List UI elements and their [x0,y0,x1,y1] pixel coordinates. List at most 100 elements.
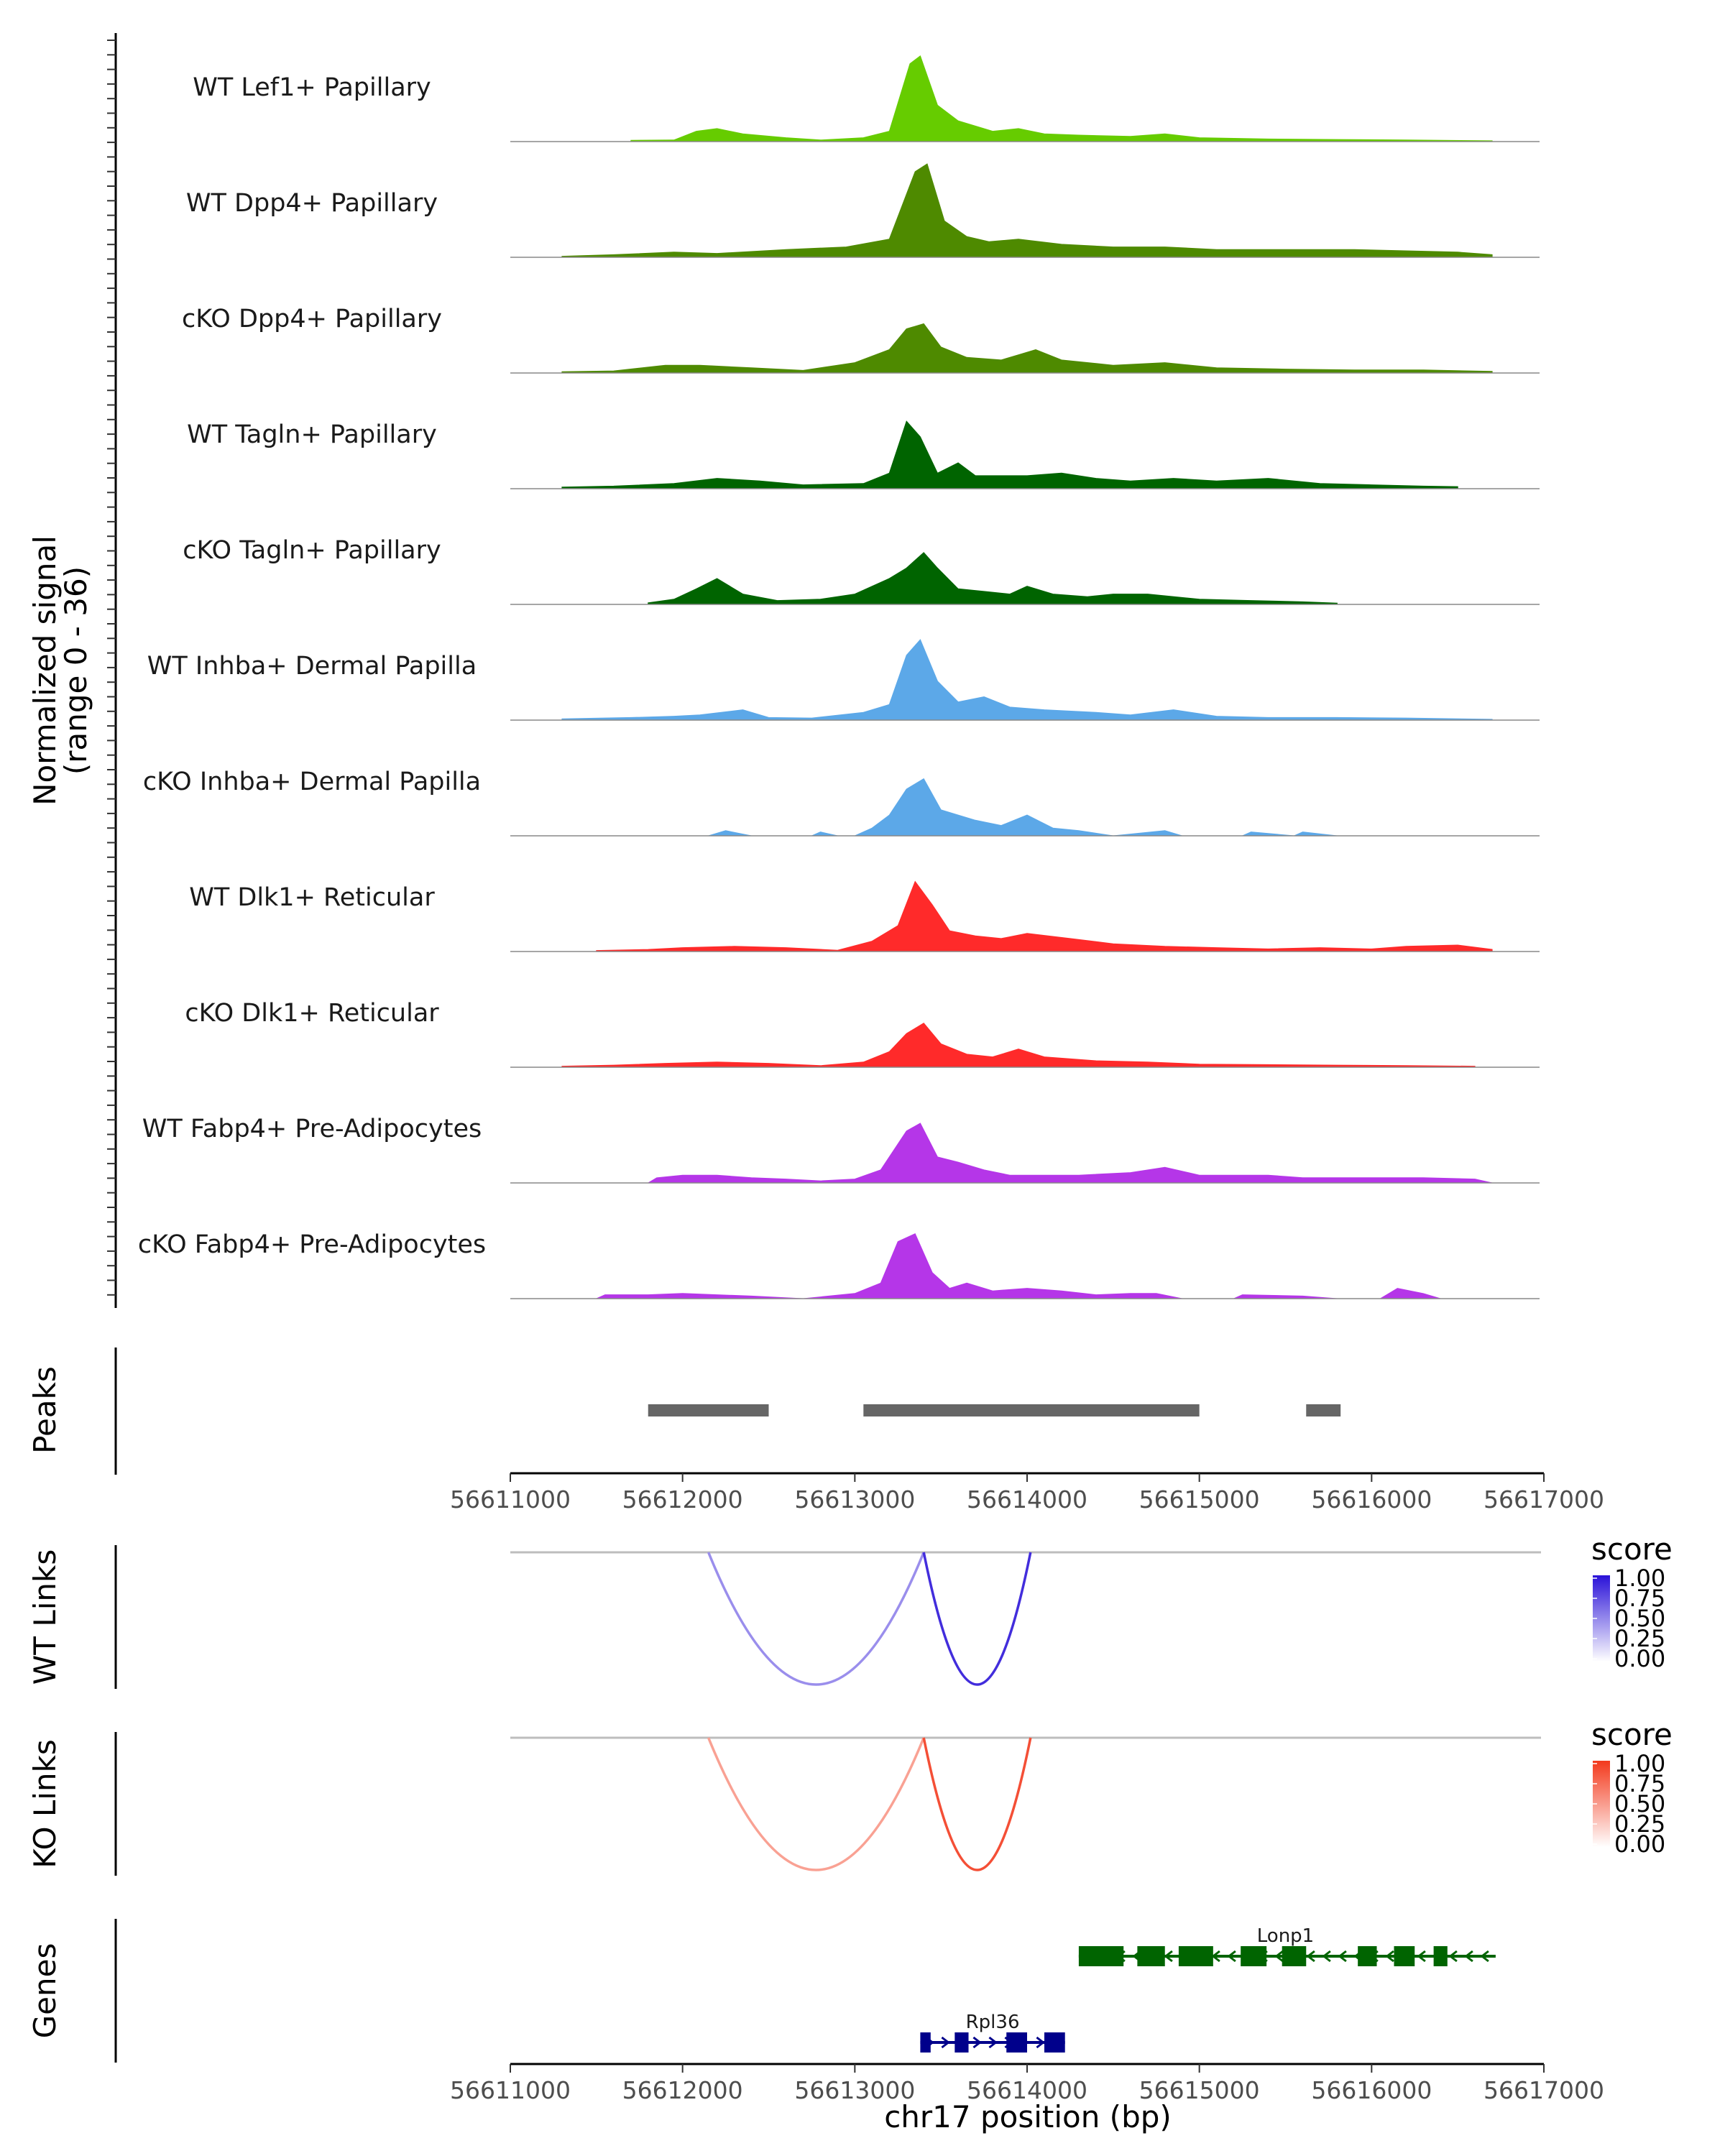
track-label: WT Dlk1+ Reticular [189,883,435,912]
link-arc [922,1737,1032,1871]
track-label: cKO Tagln+ Papillary [183,536,441,565]
legend-tick-label: 0.50 [1614,1790,1665,1818]
x-tick-label: 56616000 [1311,2076,1432,2104]
strand-chevron [1417,1950,1426,1963]
x-axis-label: chr17 position (bp) [884,2099,1172,2134]
coverage-y-label: Normalized signal [27,535,63,806]
x-tick-label: 56613000 [794,1485,915,1514]
coverage-area [596,880,1493,952]
track-label: WT Lef1+ Papillary [193,73,431,102]
gene-exon [1044,2032,1065,2053]
peak-bar [1306,1404,1341,1416]
coverage-tracks: WT Lef1+ Papillary WT Dpp4+ Papillary cKO … [138,55,1540,1299]
coverage-area [646,1123,1493,1184]
track-wt-lef1-papillary: WT Lef1+ Papillary [193,55,1540,142]
gene-exon [1358,1946,1377,1966]
score-legends: score1.000.750.500.250.00score1.000.750.… [1591,1531,1673,1858]
coverage-area [561,1022,1476,1068]
track-label: cKO Inhba+ Dermal Papilla [143,768,481,796]
legend-tick-label: 0.75 [1614,1585,1665,1612]
x-tick-label: 56617000 [1484,2076,1604,2104]
legend-tick-label: 0.00 [1614,1830,1665,1858]
gene-exon [1137,1946,1165,1966]
coverage-area [596,1233,1441,1299]
coverage-area [561,163,1493,258]
wt-links-track-label: WT Links [27,1549,63,1685]
x-tick-label: 56617000 [1484,1485,1604,1514]
gene-exon [1394,1946,1415,1966]
track-label: WT Tagln+ Papillary [187,420,437,449]
gene-exon [920,2032,931,2053]
coverage-area [561,323,1493,374]
track-wt-tagln-papillary: WT Tagln+ Papillary [187,420,1540,489]
strand-chevron [1385,1950,1394,1963]
legend-tick-label: 0.50 [1614,1605,1665,1632]
legend-tick-label: 0.25 [1614,1625,1665,1652]
track-cko-tagln-papillary: cKO Tagln+ Papillary [183,536,1540,605]
gene-exon [1241,1946,1267,1966]
legend-tick-label: 0.00 [1614,1645,1665,1672]
gene-exon [1282,1946,1307,1966]
ko-links-track-label: KO Links [27,1739,63,1869]
x-tick-label: 56615000 [1139,2076,1260,2104]
x-axis-top: 56611000 56612000 56613000 56614000 56615000… [450,1473,1604,1514]
x-tick-label: 56614000 [967,2076,1087,2104]
x-tick-label: 56616000 [1311,1485,1432,1514]
gene-exon [1006,2032,1027,2053]
legend-tick-label: 1.00 [1614,1565,1665,1592]
x-tick-label: 56615000 [1139,1485,1260,1514]
track-cko-fabp4-pre-adipocytes: cKO Fabp4+ Pre-Adipocytes [138,1230,1540,1299]
track-label: cKO Dlk1+ Reticular [185,999,439,1028]
strand-chevron [1211,1950,1220,1963]
gene-exon [1078,1946,1124,1966]
coverage-area [708,778,1338,837]
gene-exon [1178,1946,1213,1966]
x-tick-label: 56613000 [794,2076,915,2104]
strand-chevron [988,2036,998,2049]
track-cko-dpp4-papillary: cKO Dpp4+ Papillary [182,305,1540,374]
peak-bar [863,1404,1200,1416]
link-arc [707,1552,925,1686]
genes-track-label: Genes [27,1943,63,2039]
strand-chevron [1464,1950,1473,1963]
strand-chevron [1480,1950,1489,1963]
x-tick-label: 56612000 [622,2076,743,2104]
strand-chevron [1448,1950,1458,1963]
coverage-area [561,420,1458,489]
strand-chevron [1036,2036,1045,2049]
strand-chevron [1322,1950,1331,1963]
gene-exon [1433,1946,1448,1966]
ko-links-track [510,1736,1541,1871]
gene-models: Lonp1 Rpl36 [920,1925,1496,2053]
track-label: WT Inhba+ Dermal Papilla [147,652,477,681]
coverage-y-range-label: (range 0 - 36) [58,566,93,775]
track-label: WT Fabp4+ Pre-Adipocytes [142,1115,482,1143]
strand-chevron [1164,1950,1173,1963]
track-label: cKO Dpp4+ Papillary [182,305,442,333]
peak-intervals [648,1404,1341,1416]
coverage-area [561,639,1493,721]
peaks-track-label: Peaks [27,1366,63,1454]
gene-name-label: Lonp1 [1257,1925,1314,1947]
x-tick-label: 56611000 [450,2076,571,2104]
x-tick-label: 56612000 [622,1485,743,1514]
track-cko-inhba-dermal-papilla: cKO Inhba+ Dermal Papilla [143,768,1540,837]
x-axis-bottom: 56611000 56612000 56613000 56614000 56615000… [450,2064,1604,2104]
gene-lonp1: Lonp1 [1078,1925,1496,1966]
strand-chevron [972,2036,982,2049]
strand-chevron [941,2036,950,2049]
link-arc [922,1552,1032,1686]
track-label: WT Dpp4+ Papillary [186,189,438,218]
track-wt-dlk1-reticular: WT Dlk1+ Reticular [189,880,1540,952]
coverage-axis-ticks [107,40,116,1296]
peak-bar [648,1404,769,1416]
legend-tick-label: 1.00 [1614,1750,1665,1777]
track-wt-dpp4-papillary: WT Dpp4+ Papillary [186,163,1540,258]
strand-chevron [1306,1950,1315,1963]
gene-rpl36: Rpl36 [920,2012,1065,2053]
track-label: cKO Fabp4+ Pre-Adipocytes [138,1230,486,1259]
legend-title: score [1591,1531,1673,1567]
